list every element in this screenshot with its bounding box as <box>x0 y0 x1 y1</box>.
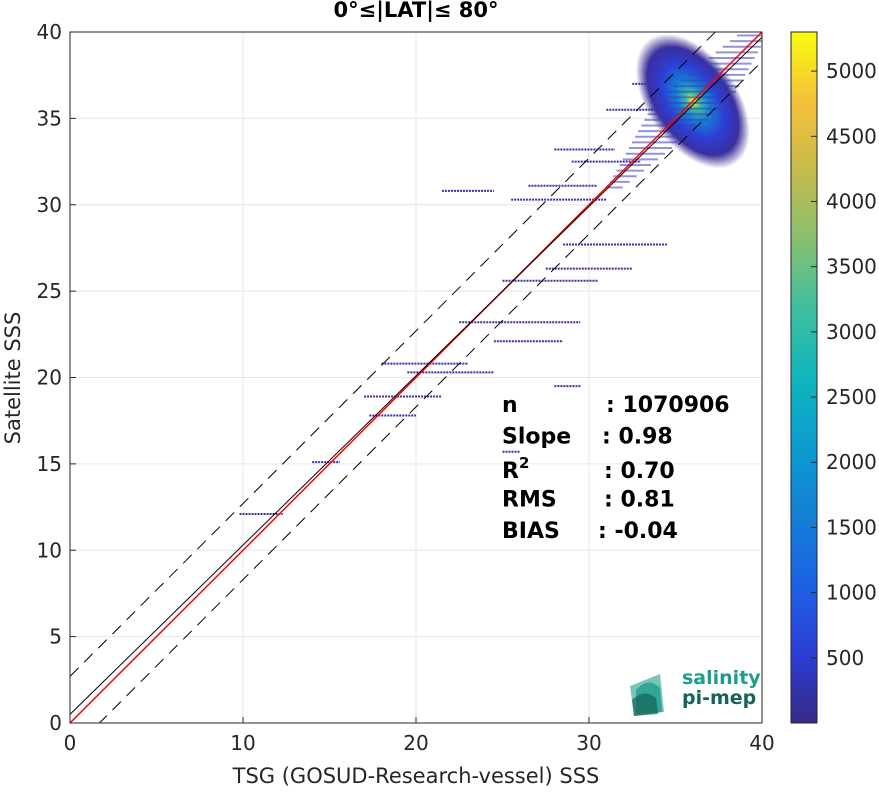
y-tick-label: 30 <box>37 193 62 217</box>
colorbar-tick-label: 5000 <box>826 59 877 83</box>
logo-waves-icon <box>630 674 664 716</box>
x-tick-label: 30 <box>576 731 601 755</box>
stat-label-sup: 2 <box>519 454 529 472</box>
stat-label: Slope <box>502 425 571 450</box>
x-axis-label: TSG (GOSUD-Research-vessel) SSS <box>232 764 600 788</box>
colorbar-ticks: 500 1000 1500 2000 2500 3000 3500 4000 4500 5000 <box>811 59 877 670</box>
y-tick-label: 5 <box>49 625 62 649</box>
colorbar-tick-label: 2500 <box>826 385 877 409</box>
x-tick-label: 10 <box>230 731 255 755</box>
y-tick-label: 35 <box>37 106 62 130</box>
stat-label: n <box>502 393 518 418</box>
colorbar-tick-label: 4000 <box>826 189 877 213</box>
stats-box: n : 1070906 Slope : 0.98 R2 : 0.70 RMS : 0.81 BI… <box>502 393 730 544</box>
y-tick-label: 25 <box>37 279 62 303</box>
stat-label: RMS <box>502 488 557 513</box>
identity-line <box>70 32 762 723</box>
y-tick-label: 40 <box>37 20 62 44</box>
x-axis: 0 10 20 30 40 <box>64 717 775 755</box>
colorbar-tick-label: 3500 <box>826 255 877 279</box>
y-tick-label: 0 <box>49 711 62 735</box>
lower-line <box>98 61 762 723</box>
logo-line2: pi-mep <box>682 687 756 709</box>
stat-label: R2 <box>502 454 529 484</box>
colorbar <box>790 31 818 724</box>
colorbar-tick-label: 500 <box>826 646 864 670</box>
colorbar-tick-label: 2000 <box>826 450 877 474</box>
y-axis: 0 5 10 15 20 25 30 35 40 <box>37 20 76 735</box>
y-tick-label: 15 <box>37 452 62 476</box>
stat-value: : 1070906 <box>606 393 730 418</box>
upper-line <box>70 32 716 677</box>
y-axis-label: Satellite SSS <box>1 312 25 445</box>
colorbar-tick-label: 3000 <box>826 320 877 344</box>
logo-line1: salinity <box>682 667 761 689</box>
stat-value: : 0.98 <box>602 425 673 450</box>
stat-value: : 0.70 <box>604 459 675 484</box>
x-tick-label: 40 <box>749 731 774 755</box>
stat-label: BIAS <box>502 519 560 544</box>
stat-value: : -0.04 <box>598 519 678 544</box>
colorbar-tick-label: 1000 <box>826 581 877 605</box>
logo: salinity pi-mep <box>630 667 761 716</box>
x-tick-label: 20 <box>403 731 428 755</box>
colorbar-tick-label: 1500 <box>826 515 877 539</box>
stat-value: : 0.81 <box>604 488 675 513</box>
y-tick-label: 10 <box>37 538 62 562</box>
fit-line <box>70 36 762 715</box>
plot-area <box>70 32 762 723</box>
y-tick-label: 20 <box>37 366 62 390</box>
colorbar-tick-label: 4500 <box>826 124 877 148</box>
chart-title: 0°≤|LAT|≤ 80° <box>333 0 498 23</box>
x-tick-label: 0 <box>64 731 77 755</box>
